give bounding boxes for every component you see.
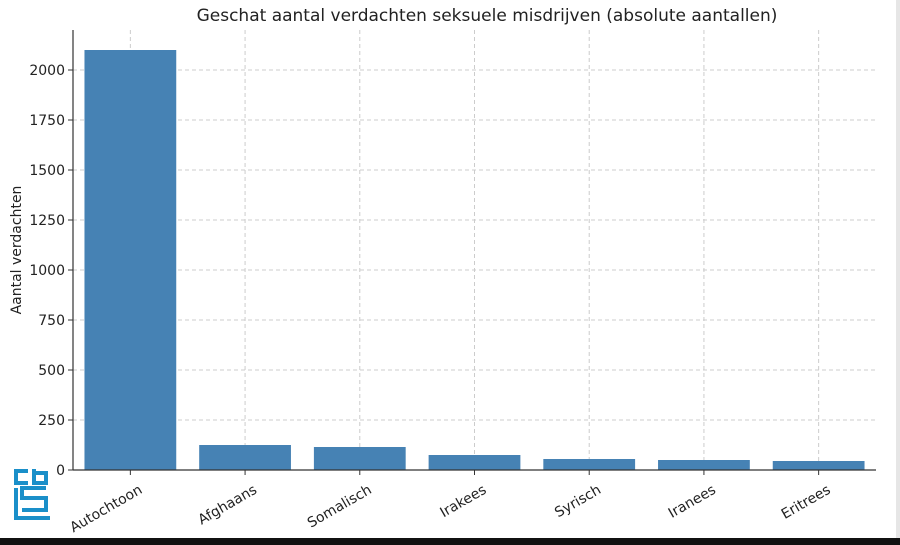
y-axis-label: Aantal verdachten: [9, 186, 25, 315]
chart-title: Geschat aantal verdachten seksuele misdr…: [197, 6, 778, 26]
bar-somalisch: [313, 447, 406, 470]
x-tick-label: Somalisch: [305, 482, 375, 532]
y-tick-label: 500: [38, 363, 65, 379]
y-tick-label: 750: [38, 313, 65, 329]
y-tick-label: 2000: [29, 63, 65, 79]
bar-eritrees: [772, 461, 865, 470]
right-edge-band: [896, 0, 900, 538]
cbs-logo-icon: [14, 469, 50, 520]
bar-syrisch: [543, 459, 636, 470]
bar-afghaans: [199, 445, 291, 470]
bars: [84, 50, 865, 470]
bar-iranees: [658, 460, 750, 470]
grid-lines: [73, 30, 876, 471]
axes: [68, 30, 876, 475]
x-tick-label: Autochtoon: [67, 482, 145, 536]
y-tick-label: 0: [56, 463, 65, 479]
x-tick-label: Irakees: [437, 482, 489, 521]
y-tick-label: 1750: [29, 113, 65, 129]
x-tick-label: Iranees: [666, 482, 719, 522]
bar-irakees: [428, 455, 521, 470]
y-tick-label: 1500: [29, 163, 65, 179]
y-tick-label: 1000: [29, 263, 65, 279]
y-tick-label: 250: [38, 413, 65, 429]
bar-autochtoon: [84, 50, 177, 470]
x-tick-label: Syrisch: [552, 482, 604, 521]
bottom-edge-band: [0, 538, 900, 545]
x-tick-label: Afghaans: [195, 482, 259, 528]
y-tick-label: 1250: [29, 213, 65, 229]
x-tick-label: Eritrees: [779, 482, 834, 523]
